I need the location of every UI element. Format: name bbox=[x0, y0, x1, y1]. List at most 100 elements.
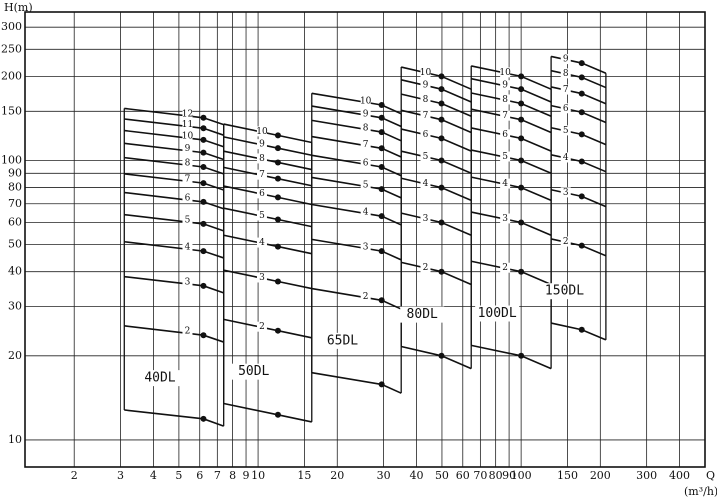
rated-point bbox=[274, 145, 281, 152]
rated-point bbox=[578, 131, 585, 138]
x-tick-label: 100 bbox=[511, 469, 532, 482]
x-tick-label: 4 bbox=[150, 469, 157, 482]
stage-curve bbox=[124, 156, 224, 175]
stage-label: 9 bbox=[423, 81, 429, 91]
y-tick-label: 200 bbox=[1, 69, 22, 82]
rated-point bbox=[200, 282, 207, 289]
rated-point bbox=[438, 268, 445, 275]
stage-label: 6 bbox=[502, 130, 508, 140]
stage-curve bbox=[401, 177, 472, 202]
stage-curve bbox=[311, 371, 402, 394]
stage-label: 8 bbox=[259, 154, 265, 164]
rated-point bbox=[200, 163, 207, 170]
y-tick-label: 60 bbox=[8, 215, 22, 228]
stage-curve bbox=[223, 207, 312, 228]
stage-curve bbox=[471, 77, 552, 103]
stage-label-bg bbox=[182, 174, 193, 185]
stage-label: 5 bbox=[502, 152, 508, 162]
stage-label-bg bbox=[420, 129, 431, 140]
stage-label: 6 bbox=[423, 130, 429, 140]
stage-label-bg bbox=[256, 126, 267, 137]
x-tick-label: 30 bbox=[377, 469, 391, 482]
stage-label-bg bbox=[420, 80, 431, 91]
x-tick-label: 150 bbox=[557, 469, 578, 482]
stage-label-bg bbox=[560, 125, 571, 136]
stage-curve bbox=[401, 345, 472, 370]
rated-point bbox=[200, 180, 207, 187]
x-tick-label: 400 bbox=[669, 469, 690, 482]
stage-label-bg bbox=[360, 157, 371, 168]
rated-point bbox=[578, 60, 585, 67]
stage-curve bbox=[124, 409, 224, 427]
stage-label: 3 bbox=[563, 188, 569, 198]
stage-label: 4 bbox=[502, 179, 508, 189]
stage-curve bbox=[124, 240, 224, 259]
model-label: 50DL bbox=[238, 364, 269, 379]
stage-label: 2 bbox=[185, 327, 191, 337]
rated-point bbox=[518, 116, 525, 123]
rated-point bbox=[200, 415, 207, 422]
stage-label: 12 bbox=[182, 109, 193, 119]
y-tick-label: 20 bbox=[8, 349, 22, 362]
stage-label: 8 bbox=[185, 158, 191, 168]
stage-curve bbox=[550, 322, 607, 341]
stage-label-bg bbox=[420, 178, 431, 189]
stage-label: 2 bbox=[563, 237, 569, 247]
stage-label: 7 bbox=[423, 111, 429, 121]
stage-curve bbox=[223, 166, 312, 187]
x-axis-unit: (m³/h) bbox=[684, 485, 717, 498]
stage-label-bg bbox=[182, 326, 193, 337]
stage-label-bg bbox=[560, 54, 571, 65]
stage-label-bg bbox=[182, 242, 193, 253]
x-tick-label: 6 bbox=[196, 469, 203, 482]
x-tick-label: 8 bbox=[229, 469, 236, 482]
stage-label-bg bbox=[256, 321, 267, 332]
rated-point bbox=[378, 163, 385, 170]
stage-label: 5 bbox=[363, 181, 369, 191]
stage-curve bbox=[471, 149, 552, 175]
stage-curve bbox=[124, 275, 224, 294]
stage-curve bbox=[550, 238, 607, 257]
stage-label-bg bbox=[500, 151, 511, 162]
stage-label-bg bbox=[500, 213, 511, 224]
stage-label: 5 bbox=[259, 211, 265, 221]
stage-label: 3 bbox=[363, 243, 369, 253]
stage-label: 8 bbox=[423, 95, 429, 105]
stage-label-bg bbox=[256, 272, 267, 283]
model-label-bg bbox=[475, 305, 520, 322]
stage-label: 4 bbox=[563, 153, 569, 163]
stage-label: 3 bbox=[185, 277, 191, 287]
stage-label-bg bbox=[182, 276, 193, 287]
stage-label: 10 bbox=[182, 131, 194, 141]
x-tick-label: 7 bbox=[214, 469, 221, 482]
x-axis-label: Q bbox=[706, 469, 715, 482]
y-tick-label: 250 bbox=[1, 42, 22, 55]
x-tick-label: 50 bbox=[435, 469, 449, 482]
y-tick-label: 100 bbox=[1, 154, 22, 167]
stage-label-bg bbox=[256, 139, 267, 150]
rated-point bbox=[578, 109, 585, 116]
stage-label-bg bbox=[256, 169, 267, 180]
stage-label-bg bbox=[500, 178, 511, 189]
rated-point bbox=[438, 100, 445, 107]
stage-label: 7 bbox=[363, 140, 369, 150]
stage-curve bbox=[401, 66, 472, 90]
rated-point bbox=[518, 184, 525, 191]
stage-curve bbox=[550, 55, 607, 75]
rated-point bbox=[438, 86, 445, 93]
stage-label: 9 bbox=[563, 55, 569, 65]
rated-point bbox=[200, 114, 207, 121]
rated-point bbox=[578, 326, 585, 333]
rated-point bbox=[578, 90, 585, 97]
rated-point bbox=[518, 219, 525, 226]
stage-label-bg bbox=[182, 214, 193, 225]
stage-label-bg bbox=[360, 291, 371, 302]
stage-label-bg bbox=[182, 130, 193, 141]
stage-curve bbox=[124, 325, 224, 343]
stage-curve bbox=[401, 212, 472, 237]
stage-label-bg bbox=[500, 94, 511, 105]
stage-label: 5 bbox=[563, 126, 569, 136]
model-label-bg bbox=[542, 283, 587, 300]
stage-label: 4 bbox=[423, 179, 429, 189]
